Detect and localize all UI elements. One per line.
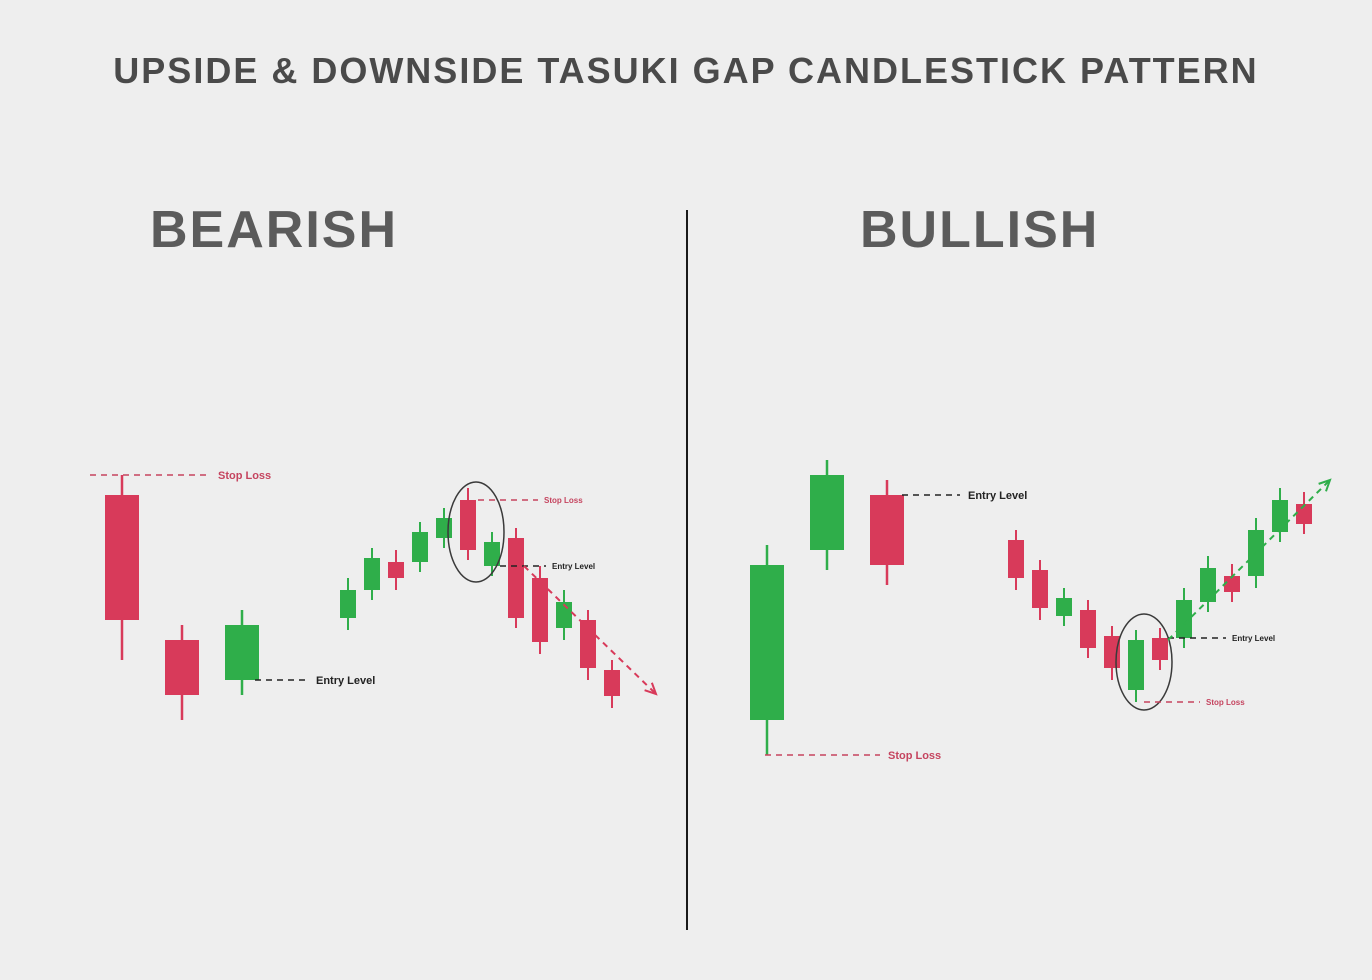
candle-body [388, 562, 404, 578]
candle-body [340, 590, 356, 618]
candle-body [508, 538, 524, 618]
page-root: UPSIDE & DOWNSIDE TASUKI GAP CANDLESTICK… [0, 0, 1372, 980]
candle-body [1032, 570, 1048, 608]
candle-body [1176, 600, 1192, 638]
candle-body [225, 625, 259, 680]
candle-body [1104, 636, 1120, 668]
page-title: UPSIDE & DOWNSIDE TASUKI GAP CANDLESTICK… [0, 50, 1372, 92]
candle-body [1272, 500, 1288, 532]
candle-body [165, 640, 199, 695]
bearish-subtitle: BEARISH [150, 200, 398, 260]
stop-loss-label: Stop Loss [888, 750, 941, 762]
candle-body [1080, 610, 1096, 648]
candle-body [532, 578, 548, 642]
candle-body [1200, 568, 1216, 602]
candle-body [810, 475, 844, 550]
candle-body [1128, 640, 1144, 690]
bullish-subtitle: BULLISH [860, 200, 1099, 260]
candle-body [436, 518, 452, 538]
candle-body [105, 495, 139, 620]
bullish-pattern-chart: Stop LossEntry Level [710, 470, 970, 800]
candle-body [1152, 638, 1168, 660]
stop-loss-label: Stop Loss [1206, 698, 1245, 707]
bullish-trend-chart: Stop Loss Entry Level [1000, 480, 1350, 760]
candle-body [364, 558, 380, 590]
candle-body [460, 500, 476, 550]
candle-body [750, 565, 784, 720]
candle-body [870, 495, 904, 565]
candle-body [1224, 576, 1240, 592]
candle-body [1008, 540, 1024, 578]
stop-loss-label: Stop Loss [544, 496, 583, 505]
vertical-divider [686, 210, 688, 930]
candle-body [1056, 598, 1072, 616]
entry-level-label: Entry Level [1232, 634, 1275, 643]
bearish-pattern-chart: Stop LossEntry Level [60, 465, 320, 735]
stop-loss-label: Stop Loss [218, 470, 271, 482]
bearish-trend-chart: Stop Loss Entry Level [320, 470, 670, 750]
candle-body [412, 532, 428, 562]
candle-body [604, 670, 620, 696]
entry-level-label: Entry Level [552, 562, 595, 571]
